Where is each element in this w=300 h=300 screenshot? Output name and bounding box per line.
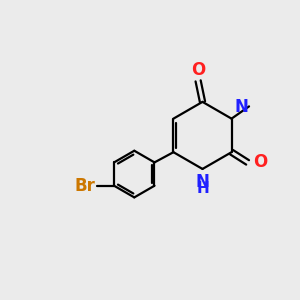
Text: O: O xyxy=(191,61,205,80)
Text: O: O xyxy=(253,153,267,171)
Text: H: H xyxy=(196,181,209,196)
Text: N: N xyxy=(235,98,248,116)
Text: N: N xyxy=(196,173,209,191)
Text: Br: Br xyxy=(74,177,95,195)
